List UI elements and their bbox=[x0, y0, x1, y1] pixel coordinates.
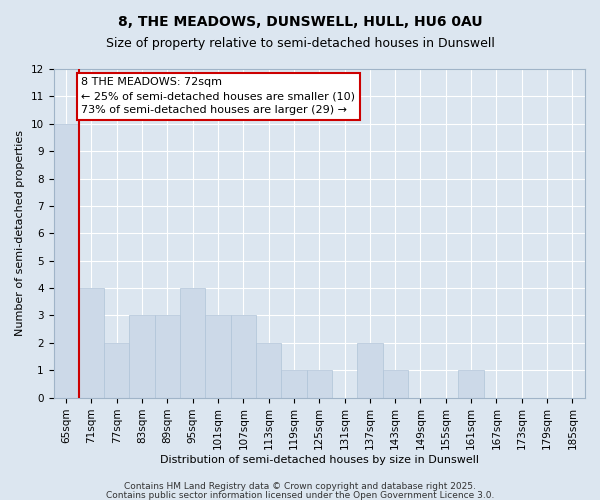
Bar bbox=[256, 343, 281, 398]
Bar bbox=[53, 124, 79, 398]
Text: 8 THE MEADOWS: 72sqm
← 25% of semi-detached houses are smaller (10)
73% of semi-: 8 THE MEADOWS: 72sqm ← 25% of semi-detac… bbox=[82, 77, 355, 115]
Bar bbox=[383, 370, 408, 398]
Bar bbox=[458, 370, 484, 398]
Bar bbox=[307, 370, 332, 398]
Text: 8, THE MEADOWS, DUNSWELL, HULL, HU6 0AU: 8, THE MEADOWS, DUNSWELL, HULL, HU6 0AU bbox=[118, 15, 482, 29]
Bar bbox=[230, 316, 256, 398]
Bar bbox=[281, 370, 307, 398]
Bar bbox=[104, 343, 130, 398]
Text: Contains public sector information licensed under the Open Government Licence 3.: Contains public sector information licen… bbox=[106, 490, 494, 500]
Text: Size of property relative to semi-detached houses in Dunswell: Size of property relative to semi-detach… bbox=[106, 38, 494, 51]
Text: Contains HM Land Registry data © Crown copyright and database right 2025.: Contains HM Land Registry data © Crown c… bbox=[124, 482, 476, 491]
Bar bbox=[155, 316, 180, 398]
X-axis label: Distribution of semi-detached houses by size in Dunswell: Distribution of semi-detached houses by … bbox=[160, 455, 479, 465]
Y-axis label: Number of semi-detached properties: Number of semi-detached properties bbox=[15, 130, 25, 336]
Bar bbox=[205, 316, 230, 398]
Bar bbox=[180, 288, 205, 398]
Bar bbox=[79, 288, 104, 398]
Bar bbox=[130, 316, 155, 398]
Bar bbox=[357, 343, 383, 398]
